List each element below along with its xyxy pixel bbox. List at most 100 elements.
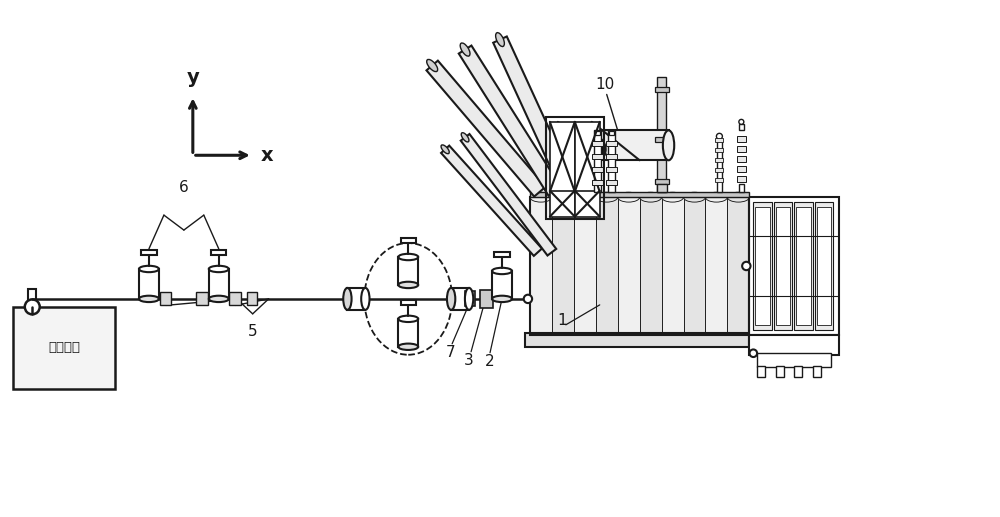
Bar xyxy=(655,137,669,142)
Bar xyxy=(595,131,600,135)
Bar xyxy=(757,353,831,367)
Ellipse shape xyxy=(492,296,512,302)
Bar xyxy=(574,197,596,335)
Bar xyxy=(465,292,475,307)
Circle shape xyxy=(25,299,40,314)
Text: 4: 4 xyxy=(401,320,411,335)
Bar xyxy=(398,319,418,347)
Bar xyxy=(757,366,765,377)
Ellipse shape xyxy=(684,192,705,202)
Bar xyxy=(552,197,574,335)
Bar xyxy=(546,117,604,219)
Bar xyxy=(705,197,727,335)
Bar xyxy=(592,141,603,146)
Circle shape xyxy=(578,135,606,163)
Text: 3: 3 xyxy=(464,353,474,368)
Circle shape xyxy=(739,119,744,125)
Bar xyxy=(776,366,784,377)
Ellipse shape xyxy=(343,288,352,310)
Bar xyxy=(28,289,36,307)
Bar xyxy=(592,180,603,185)
Ellipse shape xyxy=(139,296,159,302)
Bar xyxy=(657,77,666,192)
Bar xyxy=(640,197,662,335)
Bar xyxy=(739,184,744,192)
Polygon shape xyxy=(441,146,542,256)
Ellipse shape xyxy=(461,133,469,142)
Bar xyxy=(575,191,600,217)
Text: 1: 1 xyxy=(557,313,567,328)
Ellipse shape xyxy=(447,288,455,310)
Ellipse shape xyxy=(574,192,596,202)
Bar xyxy=(749,335,839,355)
Bar xyxy=(592,167,603,172)
Ellipse shape xyxy=(361,288,370,310)
Bar xyxy=(684,197,705,335)
Bar xyxy=(737,136,746,142)
Bar xyxy=(530,197,749,335)
Bar xyxy=(715,139,723,142)
Circle shape xyxy=(742,262,751,270)
Text: 7: 7 xyxy=(445,345,455,360)
Bar xyxy=(196,293,208,306)
Bar xyxy=(755,207,770,325)
Bar xyxy=(794,202,813,330)
Bar xyxy=(655,179,669,184)
Ellipse shape xyxy=(139,266,159,272)
Text: a: a xyxy=(753,260,761,272)
Bar xyxy=(347,288,365,310)
Bar xyxy=(401,300,416,305)
Bar xyxy=(657,184,667,192)
Ellipse shape xyxy=(596,192,618,202)
Circle shape xyxy=(524,295,532,303)
Bar xyxy=(451,288,469,310)
Ellipse shape xyxy=(530,192,552,202)
Bar xyxy=(813,366,821,377)
Bar xyxy=(594,130,601,192)
Polygon shape xyxy=(493,37,577,195)
Bar xyxy=(247,293,257,306)
Ellipse shape xyxy=(618,192,640,202)
Bar xyxy=(609,131,614,135)
Ellipse shape xyxy=(492,268,512,274)
Text: 2: 2 xyxy=(485,354,495,369)
Bar xyxy=(796,207,811,325)
Bar xyxy=(211,250,226,255)
Bar xyxy=(618,197,640,335)
Text: 事故油池: 事故油池 xyxy=(48,341,80,354)
Polygon shape xyxy=(459,45,561,195)
Ellipse shape xyxy=(662,192,684,202)
Bar xyxy=(550,122,575,192)
Bar xyxy=(606,154,617,159)
Bar xyxy=(655,87,669,93)
Ellipse shape xyxy=(398,254,418,260)
Bar xyxy=(596,197,618,335)
Bar xyxy=(715,148,723,153)
Bar xyxy=(715,168,723,172)
Ellipse shape xyxy=(727,192,749,202)
Text: y: y xyxy=(186,68,199,87)
Text: 5: 5 xyxy=(248,324,257,339)
Ellipse shape xyxy=(663,130,674,160)
Bar xyxy=(575,122,600,192)
Bar xyxy=(591,130,669,160)
Ellipse shape xyxy=(427,59,438,72)
Bar xyxy=(737,166,746,172)
Polygon shape xyxy=(426,60,546,196)
Circle shape xyxy=(716,133,722,139)
Bar xyxy=(739,124,744,130)
Ellipse shape xyxy=(705,192,727,202)
Bar xyxy=(592,154,603,159)
Bar xyxy=(492,271,512,299)
Ellipse shape xyxy=(209,266,229,272)
Bar xyxy=(715,178,723,182)
Bar xyxy=(817,207,831,325)
Bar xyxy=(160,293,171,306)
Bar xyxy=(727,197,749,335)
Bar xyxy=(550,191,575,217)
Bar xyxy=(737,146,746,152)
Bar xyxy=(398,257,418,285)
Text: 6: 6 xyxy=(179,180,189,195)
Bar xyxy=(753,202,772,330)
Ellipse shape xyxy=(460,43,470,56)
